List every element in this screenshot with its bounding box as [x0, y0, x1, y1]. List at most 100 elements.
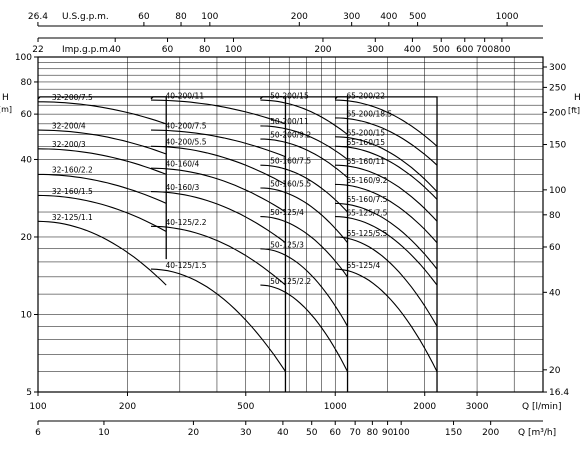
impgpm-tick-label: 600	[456, 45, 473, 55]
curve-label: 40-125/1.5	[165, 261, 206, 270]
usgpm-tick-label: 80	[175, 12, 187, 22]
pump-curve	[150, 99, 286, 125]
impgpm-tick-label: 40	[109, 45, 121, 55]
pump-curves	[37, 99, 438, 372]
curve-label: 65-125/7.5	[346, 208, 387, 217]
pump-curve	[335, 236, 438, 327]
right-tick-label: 250	[549, 83, 566, 93]
family-boundary	[37, 96, 167, 260]
pump-curve	[260, 216, 348, 278]
left-tick-label: 5	[26, 388, 32, 398]
left-axis-unit: [m]	[0, 105, 12, 114]
pump-curve	[37, 220, 167, 286]
impgpm-tick-label: 22	[32, 45, 43, 55]
grid-layer	[37, 56, 544, 393]
curve-label: 32-125/1.1	[52, 213, 93, 222]
m3h-tick-label: 100	[393, 428, 410, 438]
pump-curve	[150, 268, 286, 372]
pump-curve	[150, 129, 286, 158]
lmin-tick-label: 100	[29, 402, 46, 412]
right-tick-label: 16.4	[549, 388, 569, 398]
curve-label: 32-160/1.5	[52, 187, 93, 196]
usgpm-axis-label: U.S.g.p.m.	[62, 12, 109, 22]
pump-curve	[150, 225, 286, 286]
lmin-tick-label: 1000	[324, 402, 347, 412]
m3h-tick-label: 20	[188, 428, 200, 438]
curve-label: 32-200/4	[52, 121, 86, 130]
right-tick-label: 80	[549, 211, 561, 221]
m3h-tick-label: 50	[306, 428, 318, 438]
pump-curve	[335, 164, 438, 222]
pump-curve	[335, 183, 438, 244]
pump-curve	[260, 125, 348, 160]
usgpm-tick-label: 400	[380, 12, 397, 22]
plot-frame	[37, 56, 544, 393]
pump-curve	[260, 99, 348, 135]
pump-curve	[260, 138, 348, 179]
pump-curve	[38, 101, 167, 125]
curve-label: 50-200/9.2	[270, 130, 311, 139]
impgpm-axis-label: Imp.g.p.m.	[62, 45, 111, 55]
curve-label: 40-200/11	[165, 91, 204, 100]
pump-curve	[37, 148, 167, 175]
left-tick-label: 40	[21, 155, 33, 165]
left-tick-label: 60	[21, 110, 33, 120]
curve-label: 40-160/4	[165, 160, 199, 169]
right-tick-label: 20	[549, 366, 561, 376]
curve-label: 32-200/7.5	[52, 93, 93, 102]
curve-label: 65-200/22	[346, 92, 385, 101]
family-boundary	[259, 96, 349, 392]
curve-label: 50-125/4	[270, 208, 304, 217]
right-tick-label: 40	[549, 288, 561, 298]
impgpm-tick-label: 200	[314, 45, 331, 55]
curve-label: 40-200/5.5	[165, 138, 206, 147]
m3h-tick-label: 40	[277, 428, 289, 438]
curve-label: 65-160/7.5	[346, 195, 387, 204]
m3h-tick-label: 30	[240, 428, 252, 438]
pump-curve	[335, 117, 438, 166]
curve-labels: 32-200/7.5 32-200/4 32-200/3 32-160/2.2 32-1…	[52, 91, 393, 286]
right-axis-label: H	[574, 93, 581, 103]
usgpm-tick-label: 300	[343, 12, 360, 22]
curve-label: 65-200/15	[346, 128, 385, 137]
family-boundary	[334, 96, 438, 392]
pump-curve	[335, 136, 438, 192]
impgpm-tick-label: 80	[199, 45, 211, 55]
curve-label: 65-125/5.5	[346, 229, 387, 238]
pump-curve	[150, 167, 286, 213]
left-tick-label: 10	[21, 310, 33, 320]
right-tick-label: 300	[549, 63, 566, 73]
left-tick-label: 100	[15, 53, 32, 63]
curve-label: 65-160/9.2	[346, 176, 387, 185]
curve-label: 40-160/3	[165, 183, 199, 192]
impgpm-tick-label: 100	[225, 45, 242, 55]
curve-label: 32-160/2.2	[52, 166, 93, 175]
pump-curve	[335, 202, 438, 270]
impgpm-tick-label: 500	[433, 45, 450, 55]
lmin-tick-label: 2000	[413, 402, 436, 412]
right-tick-label: 60	[549, 243, 561, 253]
curve-label: 50-200/11	[270, 117, 309, 126]
pump-curve	[37, 194, 167, 232]
lmin-tick-label: 3000	[466, 402, 489, 412]
left-tick-label: 20	[21, 233, 33, 243]
usgpm-tick-label: 60	[138, 12, 150, 22]
curve-label: 50-200/15	[270, 91, 309, 100]
pump-curve	[260, 164, 348, 213]
m3h-tick-label: 200	[482, 428, 499, 438]
pump-curve	[150, 191, 286, 244]
pump-curve	[260, 248, 348, 327]
m3h-tick-label: 10	[98, 428, 110, 438]
pump-curve	[335, 216, 438, 286]
pump-curve	[37, 129, 167, 155]
pump-curve	[38, 173, 167, 204]
pump-curve	[260, 284, 348, 372]
usgpm-tick-label: 100	[201, 12, 218, 22]
curve-label: 40-200/7.5	[165, 121, 206, 130]
m3h-tick-label: 90	[382, 428, 394, 438]
usgpm-tick-label: 200	[291, 12, 308, 22]
lmin-tick-label: 500	[237, 402, 254, 412]
curve-label: 65-200/18.5	[346, 109, 392, 118]
impgpm-tick-label: 60	[162, 45, 174, 55]
curve-label: 32-200/3	[52, 140, 86, 149]
